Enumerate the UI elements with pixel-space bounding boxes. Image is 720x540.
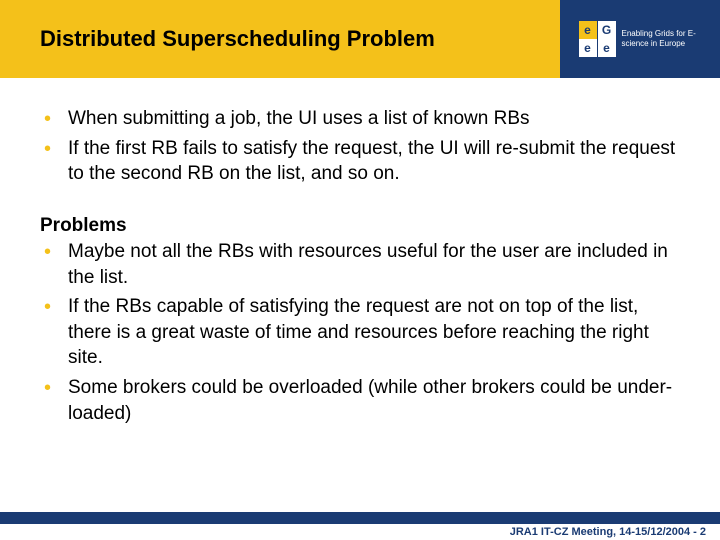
footer-text: JRA1 IT-CZ Meeting, 14-15/12/2004 - 2 [0,524,720,538]
logo-region: e G e e Enabling Grids for E-science in … [560,0,720,78]
list-item: When submitting a job, the UI uses a lis… [40,106,680,132]
intro-list: When submitting a job, the UI uses a lis… [40,106,680,187]
logo-letter: e [579,21,597,39]
slide-body: When submitting a job, the UI uses a lis… [0,78,720,426]
egee-logo: e G e e Enabling Grids for E-science in … [579,21,702,57]
logo-letters: e G e e [579,21,616,57]
slide-header: Distributed Superscheduling Problem e G … [0,0,720,78]
problems-heading: Problems [40,215,680,237]
list-item: If the RBs capable of satisfying the req… [40,294,680,371]
slide-title: Distributed Superscheduling Problem [40,26,435,52]
list-item: Some brokers could be overloaded (while … [40,375,680,426]
logo-letter: e [598,39,616,57]
logo-tagline: Enabling Grids for E-science in Europe [622,29,702,48]
logo-letter: G [598,21,616,39]
footer-bar [0,512,720,524]
logo-letter: e [579,39,597,57]
problems-list: Maybe not all the RBs with resources use… [40,239,680,426]
list-item: If the first RB fails to satisfy the req… [40,136,680,187]
slide-footer: JRA1 IT-CZ Meeting, 14-15/12/2004 - 2 [0,512,720,540]
header-title-region: Distributed Superscheduling Problem [0,0,560,78]
list-item: Maybe not all the RBs with resources use… [40,239,680,290]
